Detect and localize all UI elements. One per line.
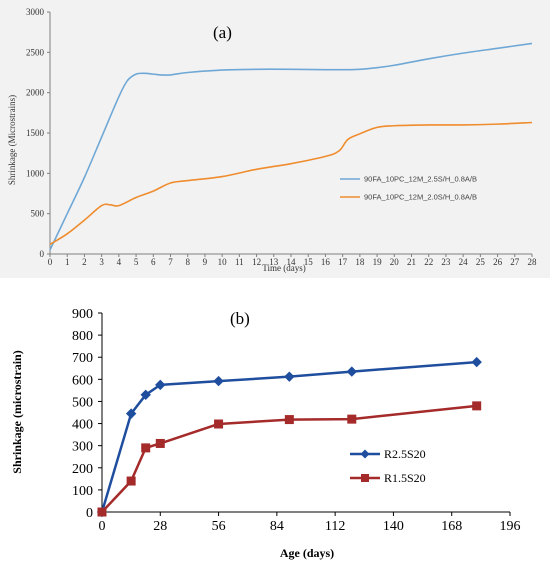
- y-tick-label: 2000: [26, 88, 45, 98]
- y-tick-label: 2500: [26, 47, 45, 57]
- legend-marker: [360, 449, 370, 459]
- series-R1.5S20: [97, 401, 482, 517]
- x-tick-label: 19: [373, 257, 383, 267]
- x-tick-label: 18: [355, 257, 365, 267]
- x-tick-label: 0: [99, 519, 106, 534]
- x-tick-label: 23: [441, 257, 451, 267]
- chart-a-x-axis-title: Time (days): [262, 263, 305, 273]
- data-point-marker: [347, 414, 357, 424]
- x-tick-label: 196: [500, 519, 521, 534]
- x-tick-label: 84: [270, 519, 284, 534]
- x-tick-label: 0: [48, 257, 53, 267]
- x-tick-label: 22: [424, 257, 433, 267]
- y-tick-label: 0: [40, 249, 45, 259]
- y-tick-label: 500: [72, 395, 93, 410]
- y-tick-label: 700: [72, 351, 93, 366]
- chart-b-x-axis-title: Age (days): [280, 546, 334, 560]
- y-tick-label: 3000: [26, 7, 45, 17]
- legend-marker: [361, 474, 369, 482]
- y-tick-label: 900: [72, 307, 93, 322]
- x-tick-label: 140: [383, 519, 404, 534]
- y-tick-label: 1500: [26, 128, 45, 138]
- series-90FA_10PC_12M_2.0S/H_0.8A/B: [49, 121, 533, 246]
- x-tick-label: 2: [82, 257, 87, 267]
- x-tick-label: 10: [218, 257, 228, 267]
- y-tick-label: 500: [31, 209, 45, 219]
- x-tick-label: 27: [510, 257, 520, 267]
- x-tick-label: 15: [304, 257, 314, 267]
- chart-b-y-axis-title: Shrinkage (microstrain): [10, 350, 24, 473]
- series-line: [101, 404, 477, 513]
- x-tick-label: 4: [117, 257, 122, 267]
- y-tick-label: 0: [86, 506, 93, 521]
- y-tick-label: 400: [72, 418, 93, 433]
- x-tick-label: 26: [493, 257, 503, 267]
- legend-label: R1.5S20: [384, 471, 426, 485]
- y-tick-label: 1000: [26, 168, 45, 178]
- chart-a-background: [0, 0, 550, 278]
- data-point-marker: [140, 389, 151, 401]
- data-point-marker: [141, 443, 151, 453]
- legend-label: 90FA_10PC_12M_2.5S/H_0.8A/B: [364, 175, 477, 184]
- chart-a-y-axis-title: Shrinkage (Microstrains): [7, 95, 17, 185]
- x-tick-label: 168: [441, 519, 462, 534]
- x-tick-label: 17: [338, 257, 348, 267]
- data-point-marker: [214, 419, 224, 429]
- panel-label-a: (a): [213, 23, 232, 42]
- data-point-marker: [125, 408, 137, 419]
- x-tick-label: 16: [321, 257, 331, 267]
- x-tick-label: 20: [390, 257, 400, 267]
- x-tick-label: 13: [269, 257, 279, 267]
- x-tick-label: 5: [134, 257, 139, 267]
- chart-panel-b: (b) Shrinkage (microstrain) Age (days) 0…: [10, 307, 521, 560]
- chart-panel-a: (a) Shrinkage (Microstrains) Time (days)…: [0, 0, 550, 278]
- data-point-marker: [155, 438, 165, 448]
- x-tick-label: 7: [168, 257, 173, 267]
- x-tick-label: 12: [252, 257, 261, 267]
- x-tick-label: 25: [476, 257, 486, 267]
- x-tick-label: 112: [325, 519, 345, 534]
- x-tick-label: 8: [185, 257, 190, 267]
- x-tick-label: 24: [459, 257, 469, 267]
- data-point-marker: [346, 366, 358, 377]
- data-point-marker: [471, 356, 482, 368]
- series-line: [49, 42, 533, 251]
- x-tick-label: 6: [151, 257, 156, 267]
- data-point-marker: [213, 375, 224, 387]
- legend-label: R2.5S20: [384, 447, 426, 461]
- y-tick-label: 200: [72, 462, 93, 477]
- y-tick-label: 300: [72, 440, 93, 455]
- series-R2.5S20: [96, 356, 482, 518]
- legend-label: 90FA_10PC_12M_2.0S/H_0.8A/B: [364, 193, 477, 202]
- y-tick-label: 600: [72, 373, 93, 388]
- data-point-marker: [472, 401, 482, 411]
- x-tick-label: 11: [235, 257, 244, 267]
- x-tick-label: 28: [153, 519, 167, 534]
- x-tick-label: 56: [212, 519, 226, 534]
- x-tick-label: 9: [203, 257, 208, 267]
- x-tick-label: 28: [528, 257, 538, 267]
- x-tick-label: 1: [65, 257, 70, 267]
- data-point-marker: [97, 507, 107, 517]
- series-line: [49, 121, 533, 246]
- series-90FA_10PC_12M_2.5S/H_0.8A/B: [49, 42, 533, 251]
- data-point-marker: [155, 379, 166, 391]
- data-point-marker: [126, 476, 136, 486]
- data-point-marker: [284, 415, 294, 425]
- x-tick-label: 14: [287, 257, 297, 267]
- series-line: [100, 360, 477, 513]
- x-tick-label: 3: [99, 257, 104, 267]
- panel-label-b: (b): [230, 309, 250, 328]
- y-tick-label: 100: [72, 484, 93, 499]
- y-tick-label: 800: [72, 329, 93, 344]
- x-tick-label: 21: [407, 257, 416, 267]
- data-point-marker: [284, 371, 295, 382]
